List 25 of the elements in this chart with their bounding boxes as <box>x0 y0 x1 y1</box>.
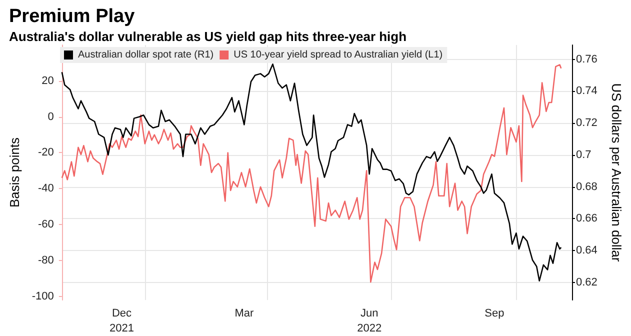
y2-axis-title: US dollars per Australian dollar <box>609 83 624 262</box>
y-tick-label: 0 <box>48 110 54 123</box>
y2-tick-label: 0.72 <box>576 117 598 130</box>
y-tick-label: -40 <box>38 182 54 195</box>
y-tick-label: -20 <box>38 146 54 159</box>
legend-label: Australian dollar spot rate (R1) <box>78 50 214 60</box>
y-tick-label: -100 <box>32 290 54 302</box>
legend-label: US 10-year yield spread to Australian yield (L1) <box>234 50 443 60</box>
chart-subtitle: Australia's dollar vulnerable as US yield gap hits three-year high <box>9 29 407 44</box>
y-axis-title: Basis points <box>7 136 22 208</box>
chart-title: Premium Play <box>9 6 136 27</box>
y2-tick-label: 0.74 <box>576 85 598 98</box>
x-tick-label: Sep <box>484 308 504 320</box>
y-tick-label: -60 <box>38 218 54 231</box>
y2-tick-label: 0.62 <box>576 276 598 288</box>
y-tick-label: -80 <box>38 254 54 266</box>
y2-tick-label: 0.76 <box>576 53 598 66</box>
y2-tick-label: 0.7 <box>576 148 592 161</box>
y2-tick-label: 0.66 <box>576 212 598 225</box>
x-tick-label: Dec 2021 <box>110 308 134 334</box>
y2-tick-label: 0.64 <box>576 244 598 257</box>
y2-tick-label: 0.68 <box>576 180 598 193</box>
y-tick-label: 20 <box>42 74 54 87</box>
x-tick-label: Mar <box>234 308 254 320</box>
x-tick-label: Jun 2022 <box>357 308 382 334</box>
